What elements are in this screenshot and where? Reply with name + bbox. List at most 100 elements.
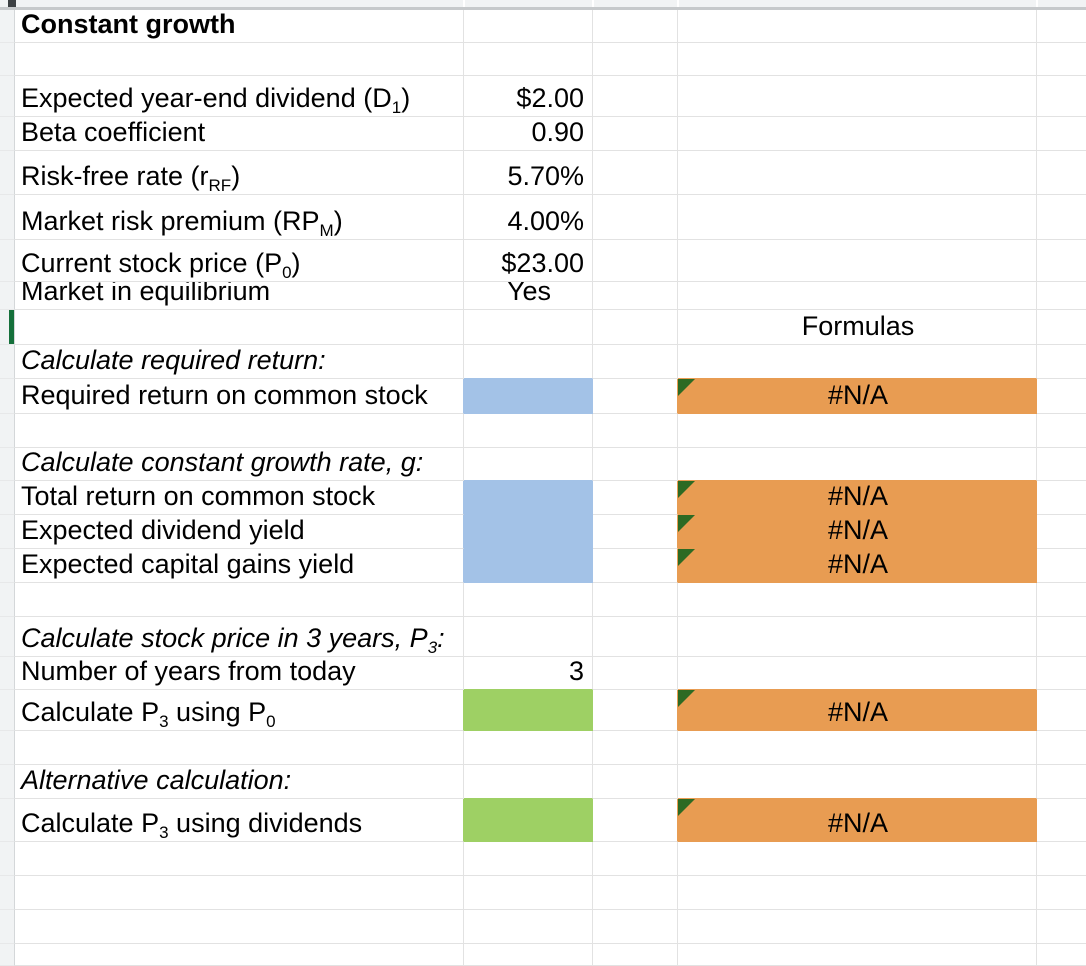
cell[interactable] [15, 414, 464, 448]
cell[interactable] [464, 731, 593, 765]
cell[interactable] [464, 765, 593, 799]
cell[interactable] [1037, 481, 1086, 515]
cell[interactable] [593, 76, 678, 117]
cell[interactable] [678, 842, 1037, 876]
cell[interactable] [593, 448, 678, 481]
row-header[interactable] [0, 690, 15, 731]
cell[interactable] [464, 876, 593, 910]
cell[interactable] [1037, 117, 1086, 151]
cell[interactable] [593, 414, 678, 448]
cell[interactable] [593, 379, 678, 414]
row-header[interactable] [0, 310, 15, 345]
cell[interactable] [678, 195, 1037, 240]
cell-formula-na[interactable]: #N/A [678, 690, 1037, 731]
cell-label[interactable]: Calculate P3 using dividends [15, 799, 464, 842]
row-header[interactable] [0, 117, 15, 151]
cell-formulas-header[interactable]: Formulas [678, 310, 1037, 345]
cell-formula-na[interactable]: #N/A [678, 515, 1037, 549]
row-header[interactable] [0, 414, 15, 448]
cell[interactable] [593, 731, 678, 765]
cell-label[interactable]: Beta coefficient [15, 117, 464, 151]
cell-formula-na[interactable]: #N/A [678, 379, 1037, 414]
cell[interactable] [678, 282, 1037, 310]
cell[interactable] [593, 10, 678, 43]
cell[interactable] [1037, 282, 1086, 310]
row-header[interactable] [0, 43, 15, 76]
cell-section-label[interactable]: Calculate required return: [15, 345, 464, 379]
cell-section-label[interactable]: Calculate constant growth rate, g: [15, 448, 464, 481]
cell[interactable] [15, 310, 464, 345]
cell-label[interactable]: Required return on common stock [15, 379, 464, 414]
cell[interactable] [1037, 617, 1086, 657]
cell[interactable] [593, 765, 678, 799]
cell[interactable] [15, 731, 464, 765]
cell-value[interactable]: 5.70% [464, 151, 593, 195]
row-header[interactable] [0, 765, 15, 799]
row-header[interactable] [0, 617, 15, 657]
cell-formula-na[interactable]: #N/A [678, 549, 1037, 583]
cell[interactable] [1037, 657, 1086, 690]
cell[interactable] [678, 240, 1037, 282]
cell[interactable] [678, 151, 1037, 195]
cell[interactable] [1037, 310, 1086, 345]
cell[interactable] [1037, 583, 1086, 617]
cell[interactable] [1037, 876, 1086, 910]
cell[interactable] [1037, 765, 1086, 799]
cell[interactable] [678, 10, 1037, 43]
cell[interactable] [464, 10, 593, 43]
cell-label[interactable]: Total return on common stock [15, 481, 464, 515]
cell[interactable] [1037, 76, 1086, 117]
cell[interactable] [1037, 151, 1086, 195]
cell-input-blue[interactable] [464, 379, 593, 414]
cell[interactable] [1037, 414, 1086, 448]
row-header[interactable] [0, 910, 15, 944]
cell[interactable] [593, 282, 678, 310]
cell[interactable] [593, 43, 678, 76]
cell[interactable] [593, 583, 678, 617]
cell[interactable] [464, 345, 593, 379]
cell[interactable] [15, 842, 464, 876]
cell[interactable] [678, 43, 1037, 76]
cell[interactable] [15, 944, 464, 966]
cell[interactable] [593, 345, 678, 379]
cell[interactable] [593, 799, 678, 842]
cell[interactable] [464, 310, 593, 345]
cell[interactable] [678, 414, 1037, 448]
cell-input-green[interactable] [464, 799, 593, 842]
cell[interactable] [1037, 799, 1086, 842]
cell[interactable] [1037, 944, 1086, 966]
cell-value[interactable]: 4.00% [464, 195, 593, 240]
cell-input-green[interactable] [464, 690, 593, 731]
cell[interactable] [464, 448, 593, 481]
row-header[interactable] [0, 731, 15, 765]
row-header[interactable] [0, 345, 15, 379]
cell[interactable] [593, 690, 678, 731]
row-header[interactable] [0, 657, 15, 690]
cell[interactable] [593, 195, 678, 240]
row-header[interactable] [0, 76, 15, 117]
cell-title[interactable]: Constant growth [15, 10, 464, 43]
cell-value[interactable]: Yes [464, 282, 593, 310]
cell-value[interactable]: 0.90 [464, 117, 593, 151]
cell[interactable] [593, 549, 678, 583]
cell-label[interactable]: Risk-free rate (rRF) [15, 151, 464, 195]
row-header[interactable] [0, 876, 15, 910]
cell-label[interactable]: Market risk premium (RPM) [15, 195, 464, 240]
row-header[interactable] [0, 799, 15, 842]
cell[interactable] [464, 43, 593, 76]
cell[interactable] [1037, 448, 1086, 481]
cell-input-blue[interactable] [464, 481, 593, 515]
cell[interactable] [1037, 731, 1086, 765]
row-header[interactable] [0, 515, 15, 549]
cell[interactable] [1037, 345, 1086, 379]
cell-formula-na[interactable]: #N/A [678, 481, 1037, 515]
cell-value[interactable]: $23.00 [464, 240, 593, 282]
cell[interactable] [593, 876, 678, 910]
cell-value[interactable]: 3 [464, 657, 593, 690]
cell-label[interactable]: Expected dividend yield [15, 515, 464, 549]
cell-label[interactable]: Expected capital gains yield [15, 549, 464, 583]
cell[interactable] [678, 944, 1037, 966]
cell[interactable] [1037, 379, 1086, 414]
cell-value[interactable]: $2.00 [464, 76, 593, 117]
cell[interactable] [678, 448, 1037, 481]
